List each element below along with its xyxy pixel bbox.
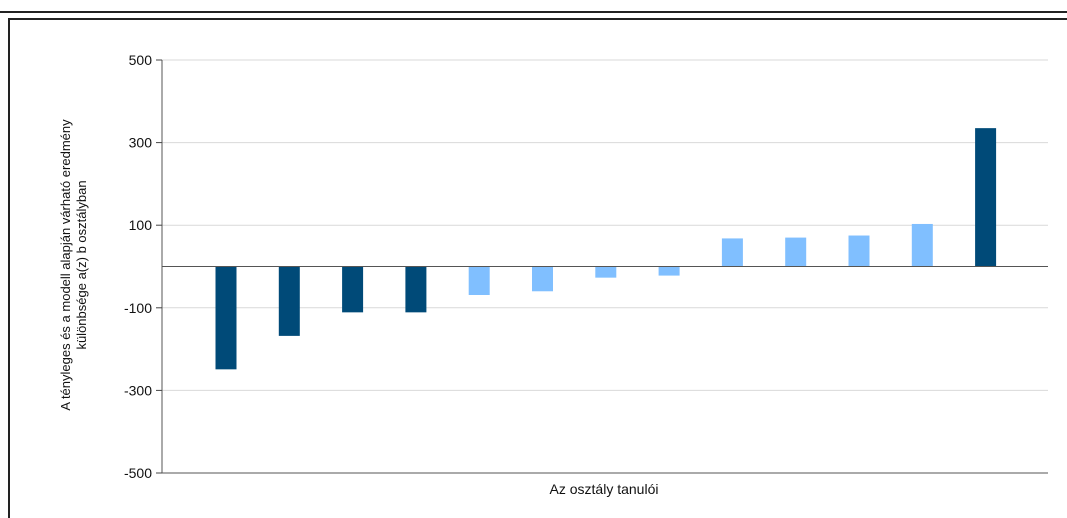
y-tick-label: -300 bbox=[124, 382, 152, 398]
top-border-line bbox=[0, 0, 1067, 13]
axes-group bbox=[161, 60, 1048, 474]
bar bbox=[848, 235, 870, 267]
bar bbox=[595, 266, 617, 278]
bar bbox=[468, 266, 490, 295]
y-axis-label: A tényleges és a modell alapján várható … bbox=[58, 119, 89, 411]
bar bbox=[342, 266, 364, 313]
bar bbox=[405, 266, 427, 313]
y-tick-label: 500 bbox=[129, 52, 153, 68]
y-tick-label: 100 bbox=[129, 217, 153, 233]
y-axis-label-line-1: A tényleges és a modell alapján várható … bbox=[58, 119, 73, 411]
bar bbox=[911, 223, 933, 267]
bar bbox=[721, 238, 743, 267]
chart-frame bbox=[8, 18, 1067, 518]
bar bbox=[532, 266, 553, 292]
y-tick-label: -100 bbox=[124, 300, 152, 316]
bars-group bbox=[215, 128, 997, 370]
bar bbox=[278, 266, 300, 336]
y-axis-label-line-2: különbsége a(z) b osztályban bbox=[74, 180, 89, 349]
bar bbox=[658, 266, 680, 276]
bar bbox=[975, 128, 997, 267]
y-tick-label: -500 bbox=[124, 465, 152, 481]
x-axis-label: Az osztály tanulói bbox=[550, 481, 659, 497]
bar bbox=[215, 266, 237, 370]
bar bbox=[785, 237, 807, 267]
y-tick-label: 300 bbox=[129, 135, 153, 151]
y-tick-labels: 500 300 100 -100 -300 -500 bbox=[124, 52, 162, 481]
